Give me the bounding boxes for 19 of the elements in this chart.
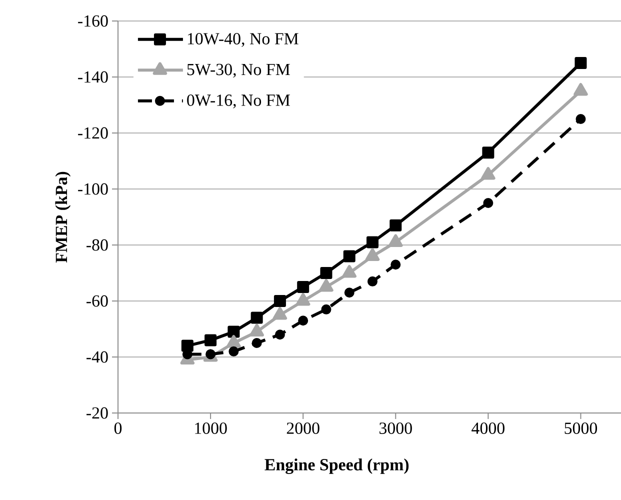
legend-label: 5W-30, No FM bbox=[187, 64, 290, 78]
y-tick-label: -80 bbox=[86, 239, 108, 251]
y-axis-title: FMEP (kPa) bbox=[55, 172, 71, 263]
y-tick-label: -40 bbox=[86, 351, 108, 363]
y-tick-label: -60 bbox=[86, 295, 108, 307]
x-tick-label: 1000 bbox=[195, 422, 227, 434]
legend-label: 0W-16, No FM bbox=[187, 94, 290, 108]
x-tick-label: 2000 bbox=[286, 422, 320, 434]
x-tick-label: 5000 bbox=[564, 422, 598, 434]
y-tick-label: -120 bbox=[78, 127, 108, 139]
x-tick-label: 0 bbox=[114, 422, 122, 434]
y-tick-label: -160 bbox=[78, 15, 108, 27]
y-tick-label: -100 bbox=[78, 183, 108, 195]
x-axis-title: Engine Speed (rpm) bbox=[264, 458, 409, 474]
legend-label: 10W-40, No FM bbox=[188, 33, 298, 47]
y-tick-label: -20 bbox=[86, 407, 108, 419]
y-tick-label: -140 bbox=[78, 71, 108, 83]
x-tick-label: 4000 bbox=[472, 422, 504, 434]
x-tick-label: 3000 bbox=[380, 422, 412, 434]
